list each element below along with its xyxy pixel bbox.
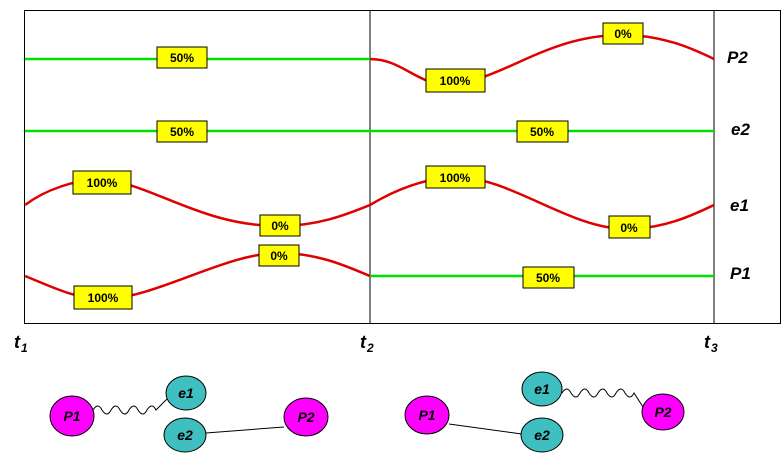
wavy-bond-left-p1-e1 — [92, 398, 168, 415]
svg-text:0%: 0% — [620, 221, 638, 235]
label-e1-peak2: 100% — [425, 165, 486, 189]
label-e2-b: 50% — [516, 120, 569, 143]
time-label-t2: t2 — [360, 332, 374, 355]
node-right-p2: P2 — [641, 393, 685, 431]
svg-text:100%: 100% — [87, 176, 118, 190]
e1-wave-line-right — [369, 175, 715, 231]
svg-text:e1: e1 — [534, 381, 550, 397]
label-p1-flat: 50% — [522, 266, 575, 289]
label-p2-flat: 50% — [156, 46, 208, 69]
node-left-p2: P2 — [283, 397, 329, 437]
row-label-p2: P2 — [727, 48, 748, 67]
svg-text:50%: 50% — [170, 125, 194, 139]
svg-text:50%: 50% — [536, 271, 560, 285]
svg-text:P2: P2 — [654, 404, 671, 420]
node-left-e2: e2 — [163, 417, 207, 453]
bond-graph-left: P1 e1 e2 P2 — [49, 375, 329, 453]
svg-text:0%: 0% — [270, 249, 288, 263]
row-label-p1: P1 — [730, 264, 751, 283]
node-right-p1: P1 — [404, 395, 450, 435]
svg-text:P1: P1 — [63, 408, 80, 424]
bond-right-p1-e2 — [448, 423, 523, 435]
node-right-e2: e2 — [520, 417, 564, 453]
node-left-e1: e1 — [165, 375, 207, 411]
svg-text:e2: e2 — [177, 427, 193, 443]
p2-wave-line — [369, 33, 715, 87]
label-e2-a: 50% — [156, 120, 208, 143]
label-e1-trough1: 0% — [259, 214, 301, 237]
label-e1-peak1: 100% — [72, 170, 132, 195]
time-label-t1: t1 — [14, 332, 28, 355]
node-left-p1: P1 — [49, 395, 95, 437]
label-p1-low: 100% — [73, 285, 133, 310]
svg-text:P1: P1 — [418, 407, 435, 423]
svg-text:e2: e2 — [534, 427, 550, 443]
row-label-e2: e2 — [731, 120, 750, 139]
svg-text:50%: 50% — [530, 125, 554, 139]
svg-text:100%: 100% — [440, 171, 471, 185]
p1-wave-line — [24, 251, 371, 301]
bond-left-e2-p2 — [205, 426, 285, 434]
svg-text:50%: 50% — [170, 51, 194, 65]
e1-wave-line-left — [24, 178, 371, 228]
svg-text:0%: 0% — [614, 27, 632, 41]
label-p1-high: 0% — [258, 244, 300, 267]
svg-text:100%: 100% — [440, 74, 471, 88]
wavy-bond-right-e1-p2 — [561, 388, 646, 411]
label-p2-high: 0% — [602, 22, 644, 45]
svg-text:e1: e1 — [178, 385, 194, 401]
svg-text:100%: 100% — [88, 291, 119, 305]
node-right-e1: e1 — [521, 371, 563, 407]
svg-text:P2: P2 — [297, 409, 314, 425]
label-e1-trough2: 0% — [608, 215, 651, 239]
time-label-t3: t3 — [704, 332, 718, 355]
row-label-e1: e1 — [730, 196, 749, 215]
bond-graph-right: P1 e1 e2 P2 — [404, 371, 685, 453]
label-p2-low: 100% — [425, 68, 486, 93]
svg-text:0%: 0% — [271, 219, 289, 233]
